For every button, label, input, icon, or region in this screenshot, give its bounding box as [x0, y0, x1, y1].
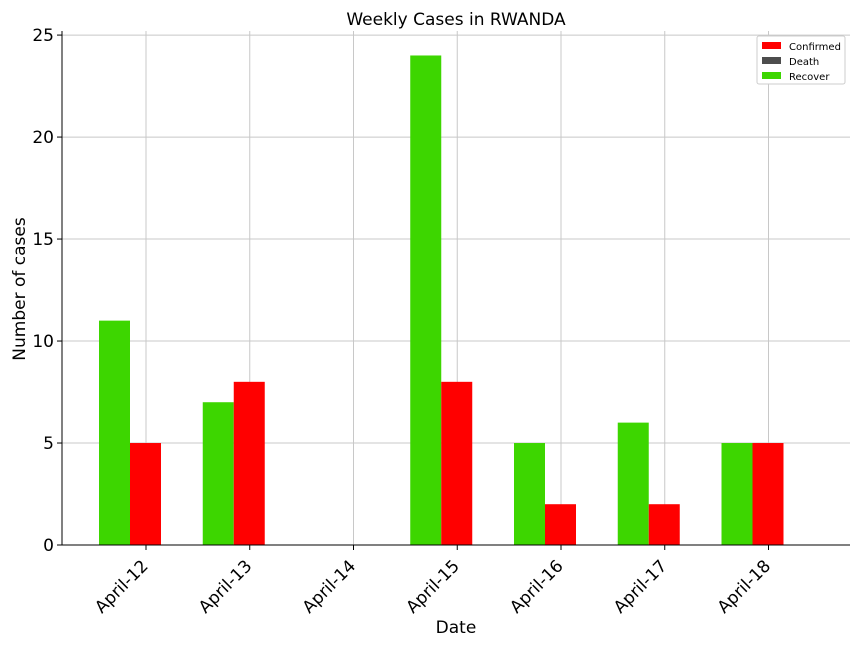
- bar-recover: [514, 443, 545, 545]
- legend-label: Confirmed: [789, 42, 841, 53]
- bar-recover: [617, 422, 649, 545]
- chart-title: Weekly Cases in RWANDA: [346, 10, 566, 30]
- bar-confirmed: [648, 504, 680, 545]
- bar-recover: [721, 443, 753, 545]
- bar-confirmed: [545, 504, 576, 545]
- bar-confirmed: [130, 443, 161, 545]
- x-tick-label: April-15: [403, 556, 464, 617]
- y-tick-label: 0: [43, 536, 54, 556]
- x-tick-label: April-17: [610, 556, 671, 617]
- axes: [57, 31, 850, 550]
- legend-swatch: [762, 72, 781, 79]
- bar-recover: [410, 55, 442, 545]
- legend-label: Recover: [789, 72, 830, 83]
- bar-confirmed: [752, 443, 784, 545]
- y-tick-label: 25: [32, 26, 54, 46]
- x-tick-label: April-12: [91, 556, 152, 617]
- x-axis-title: Date: [436, 618, 477, 638]
- legend-swatch: [762, 57, 781, 64]
- x-tick-label: April-18: [714, 556, 775, 617]
- bar-confirmed: [441, 381, 473, 545]
- bars: [99, 55, 784, 545]
- bar-confirmed: [233, 381, 265, 545]
- y-tick-label: 20: [32, 128, 54, 148]
- y-axis-title: Number of cases: [10, 217, 30, 361]
- legend-label: Death: [789, 57, 819, 68]
- x-tick-label: April-16: [506, 556, 567, 617]
- legend-swatch: [762, 42, 781, 49]
- bar-recover: [99, 320, 130, 545]
- legend: Confirmed Death Recover: [756, 35, 846, 85]
- x-tick-label: April-14: [299, 556, 360, 617]
- x-tick-label: April-13: [195, 556, 256, 617]
- y-tick-label: 5: [43, 434, 54, 454]
- bar-recover: [202, 402, 234, 545]
- y-tick-label: 10: [32, 332, 54, 352]
- y-tick-label: 15: [32, 230, 54, 250]
